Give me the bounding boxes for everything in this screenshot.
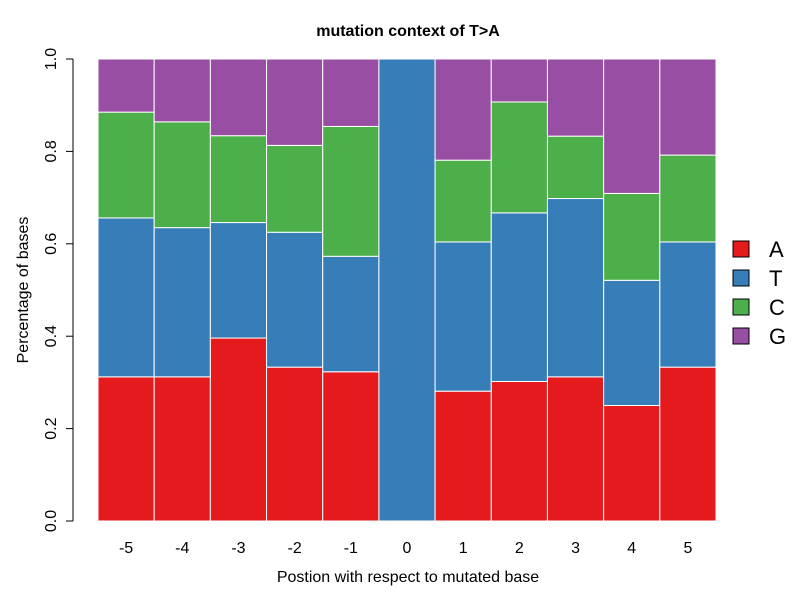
y-tick-label: 0.8 — [43, 140, 60, 162]
chart-title: mutation context of T>A — [316, 23, 500, 40]
bar-segment-A-pos-5 — [659, 366, 717, 522]
bar-segment-T-pos--4 — [153, 227, 211, 378]
x-tick-label: 0 — [403, 540, 412, 557]
bar-segment-T-pos--2 — [266, 231, 324, 368]
bar-segment-T-pos-1 — [434, 241, 492, 392]
legend-swatch-T — [732, 269, 750, 287]
bar-segment-G-pos-3 — [546, 58, 605, 137]
bar-segment-T-pos-2 — [490, 212, 548, 382]
bar-segment-T-pos--1 — [322, 255, 380, 373]
y-axis-label: Percentage of bases — [15, 217, 32, 364]
bar-segment-T-pos-4 — [603, 279, 661, 407]
legend-label-A: A — [769, 237, 784, 262]
x-tick-label: -1 — [344, 540, 358, 557]
x-tick-label: -4 — [175, 540, 189, 557]
legend-label-C: C — [769, 295, 785, 320]
bar-segment-G-pos--5 — [97, 58, 155, 113]
legend-swatch-G — [732, 327, 750, 345]
y-tick-label: 0.6 — [43, 233, 60, 255]
y-tick-label: 1.0 — [43, 48, 60, 70]
bar-segment-C-pos-4 — [603, 192, 661, 281]
bar-segment-A-pos--3 — [209, 337, 268, 522]
x-tick-label: 3 — [571, 540, 580, 557]
bar-segment-G-pos--2 — [266, 58, 324, 146]
bar-segment-C-pos-3 — [546, 135, 605, 200]
bar-segment-T-pos-3 — [546, 198, 605, 378]
bar-segment-G-pos-4 — [603, 58, 661, 194]
y-axis: 0.0 0.2 0.4 0.6 0.8 1.0 — [43, 48, 74, 532]
legend-label-T: T — [769, 266, 782, 291]
bar-segment-G-pos--1 — [322, 58, 380, 127]
x-tick-label: -5 — [119, 540, 133, 557]
bar-segment-A-pos--5 — [97, 376, 155, 522]
bar-segment-T-pos--5 — [97, 217, 155, 378]
bar-segment-C-pos--4 — [153, 121, 211, 229]
bar-segment-C-pos--1 — [322, 125, 380, 257]
bar-segment-G-pos-1 — [434, 58, 492, 161]
x-tick-label: -2 — [288, 540, 302, 557]
y-tick-label: 0.4 — [43, 325, 60, 347]
bar-segment-C-pos-1 — [434, 159, 492, 243]
bar-segment-A-pos--1 — [322, 371, 380, 522]
bar-segment-A-pos-4 — [603, 405, 661, 522]
bar-segment-G-pos-2 — [490, 58, 548, 103]
bar-segment-C-pos-5 — [659, 154, 717, 243]
bar-segment-A-pos--4 — [153, 376, 211, 522]
bar-segment-C-pos-2 — [490, 101, 548, 214]
x-tick-label: 4 — [627, 540, 636, 557]
x-tick-label: 2 — [515, 540, 524, 557]
bar-segment-C-pos--2 — [266, 144, 324, 233]
bar-segment-T-pos-5 — [659, 241, 717, 368]
x-axis: -5 -4 -3 -2 -1 0 1 2 3 4 5 — [119, 540, 692, 557]
bar-segment-T-pos-0 — [378, 58, 436, 522]
legend-swatch-A — [732, 240, 750, 258]
bar-segment-G-pos--4 — [153, 58, 211, 123]
bar-segment-G-pos-5 — [659, 58, 717, 156]
x-axis-label: Postion with respect to mutated base — [277, 569, 539, 586]
bar-segment-A-pos-3 — [546, 376, 605, 522]
bar-segment-G-pos--3 — [209, 58, 268, 137]
bar-segment-T-pos--3 — [209, 222, 268, 339]
y-tick-label: 0.2 — [43, 417, 60, 439]
y-tick-label: 0.0 — [43, 510, 60, 532]
legend-label-G: G — [769, 324, 786, 349]
bar-segment-A-pos-1 — [434, 390, 492, 522]
bars — [97, 58, 717, 522]
x-tick-label: -3 — [231, 540, 245, 557]
bar-segment-C-pos--3 — [209, 135, 268, 224]
legend-swatch-C — [732, 298, 750, 316]
bar-segment-C-pos--5 — [97, 111, 155, 219]
bar-segment-A-pos--2 — [266, 366, 324, 522]
x-tick-label: 5 — [683, 540, 692, 557]
x-tick-label: 1 — [459, 540, 468, 557]
bar-segment-A-pos-2 — [490, 380, 548, 522]
